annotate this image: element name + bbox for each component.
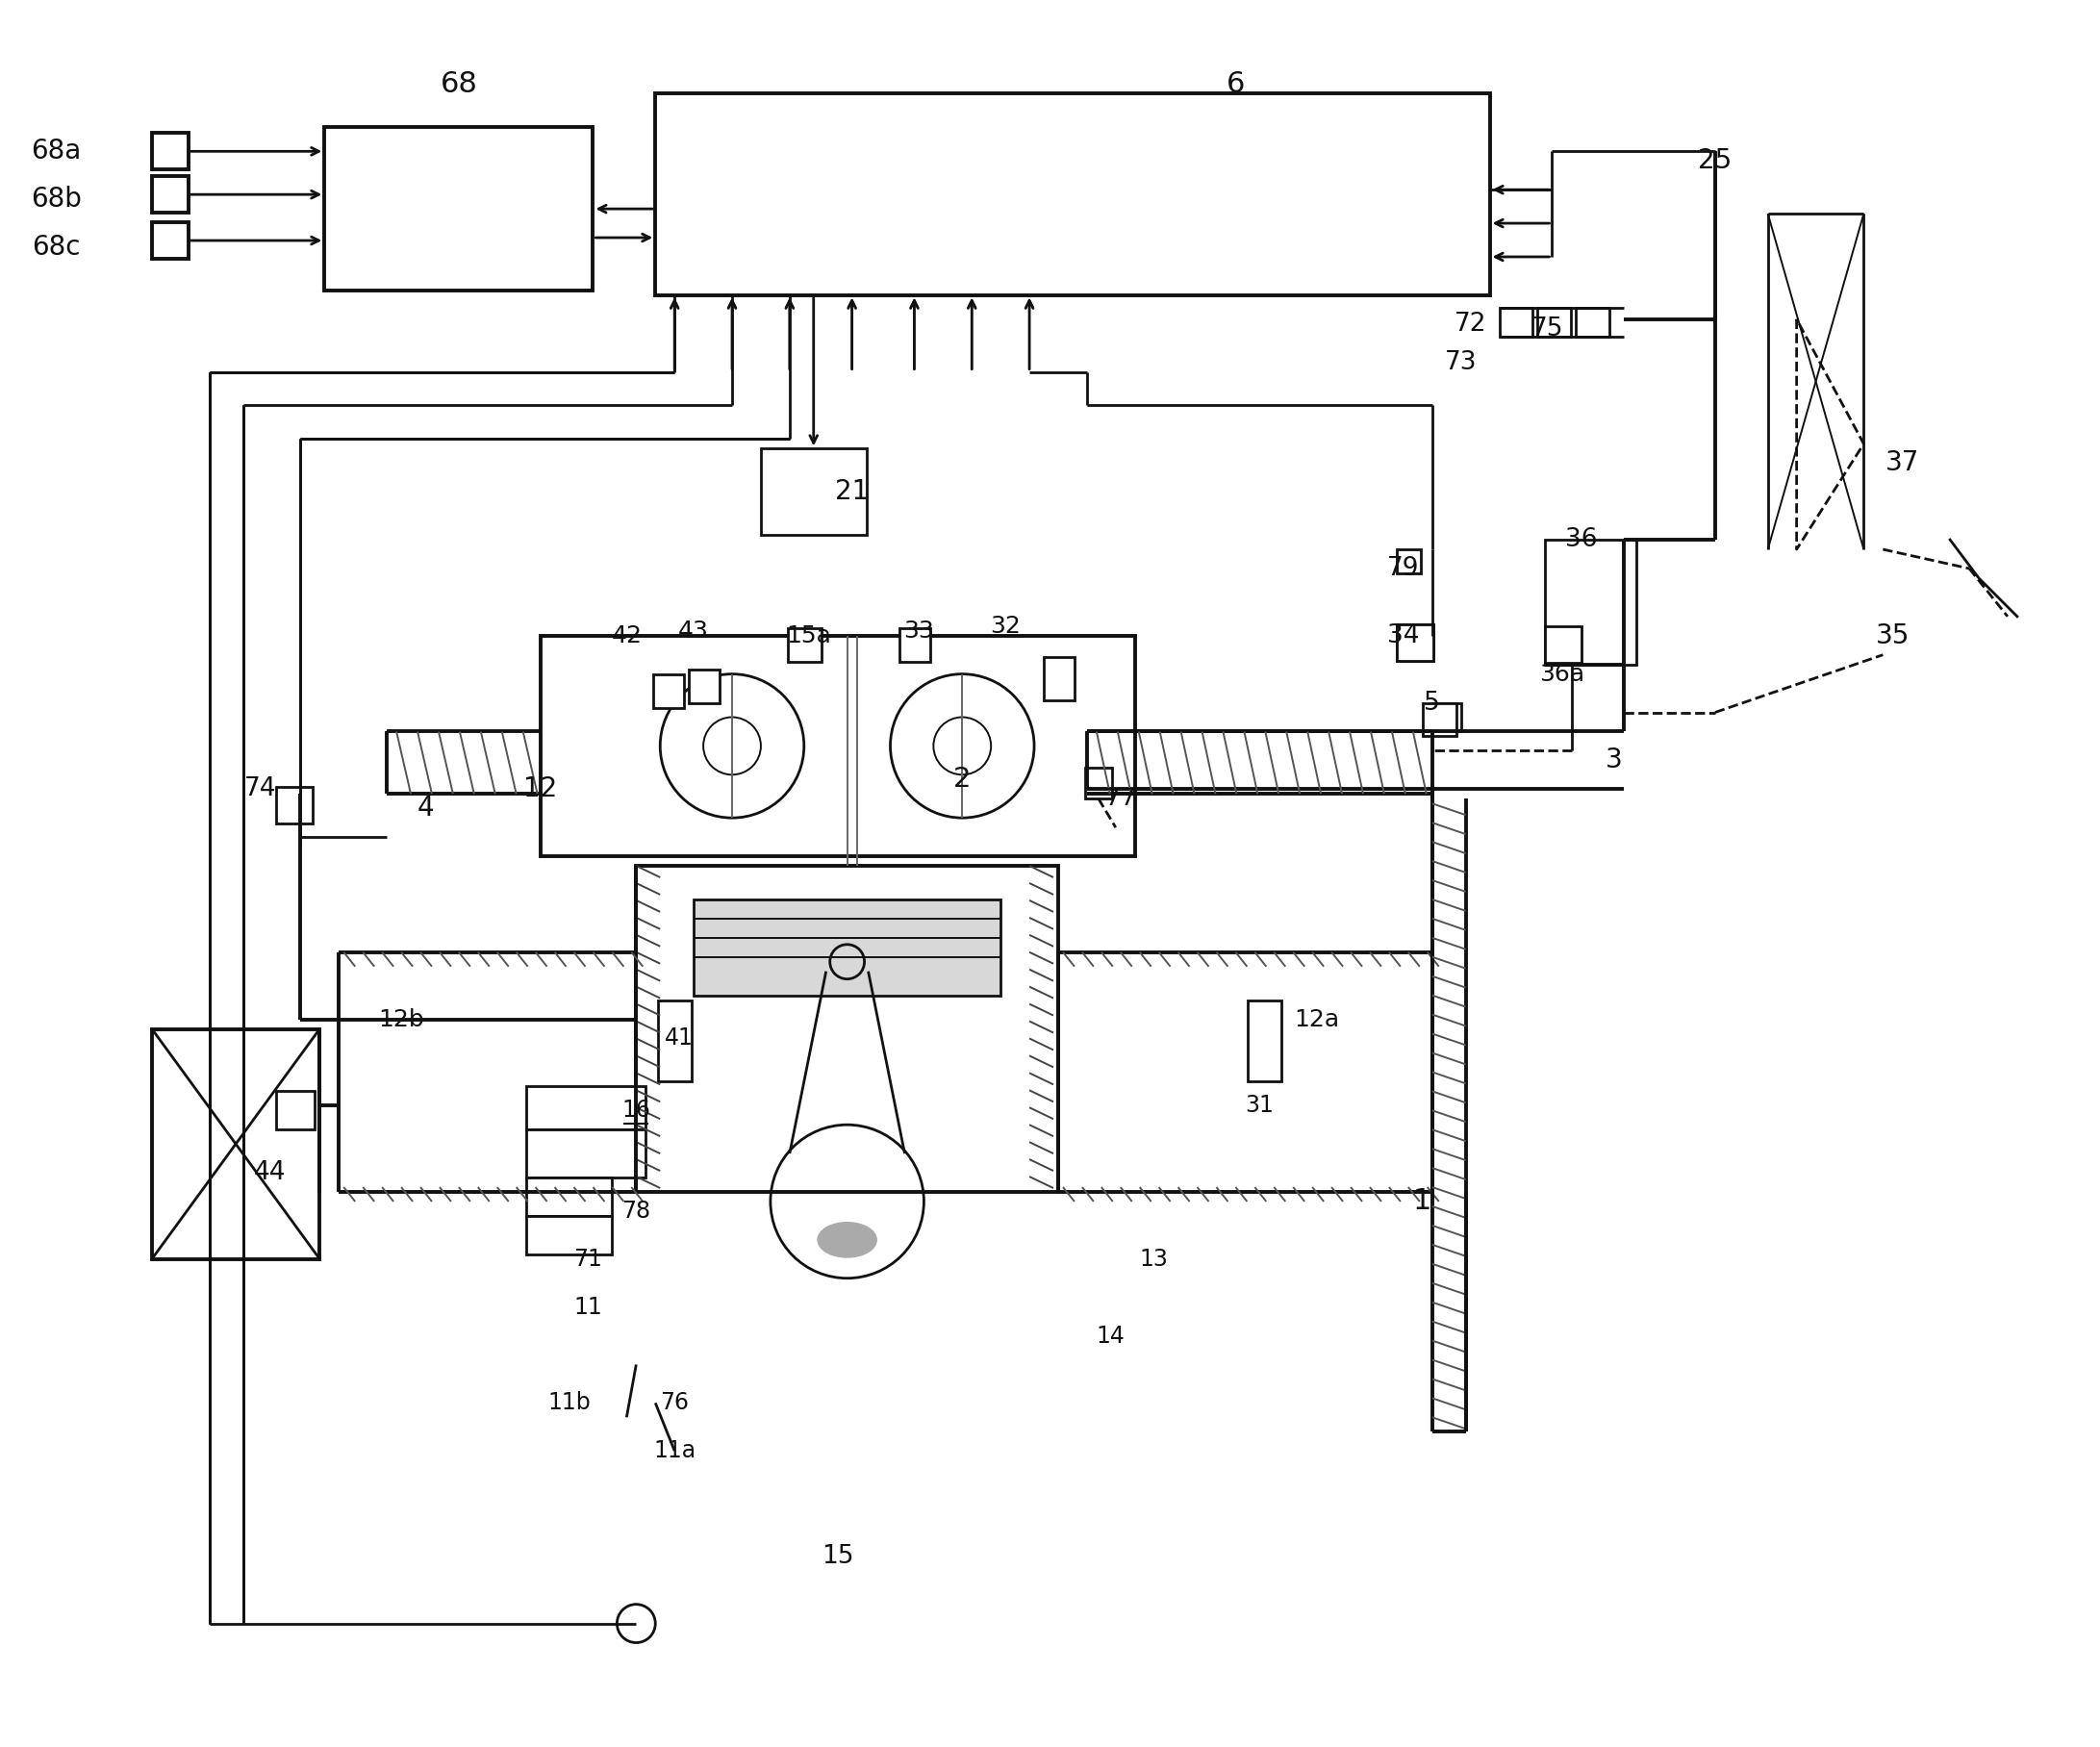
Bar [693, 900, 1000, 996]
Ellipse shape [701, 1436, 783, 1485]
Text: 33: 33 [903, 620, 934, 643]
Bar [657, 999, 691, 1081]
Bar [760, 449, 867, 535]
Text: 14: 14 [1096, 1324, 1126, 1347]
Text: 13: 13 [1140, 1247, 1168, 1270]
Text: 35: 35 [1875, 622, 1909, 650]
Bar [151, 1029, 319, 1260]
Bar [277, 788, 313, 823]
Text: 12: 12 [523, 776, 556, 802]
Text: 37: 37 [1886, 449, 1919, 477]
Text: 1: 1 [1413, 1188, 1432, 1216]
Bar [151, 222, 189, 259]
Bar [525, 1177, 613, 1216]
Bar [1546, 625, 1581, 662]
Text: 41: 41 [666, 1027, 693, 1050]
Text: 68a: 68a [32, 138, 82, 164]
Bar [1086, 769, 1111, 798]
Text: 79: 79 [1388, 556, 1420, 582]
Bar [788, 627, 821, 662]
Bar [901, 627, 930, 662]
Text: 74: 74 [244, 777, 277, 802]
Bar [1499, 307, 1533, 337]
Bar [151, 176, 189, 213]
Text: 21: 21 [836, 479, 869, 505]
Text: 5: 5 [1424, 690, 1441, 715]
Text: 15a: 15a [785, 624, 832, 646]
Ellipse shape [819, 1223, 876, 1256]
Bar [1397, 549, 1422, 573]
Bar [655, 94, 1489, 295]
Bar [653, 674, 685, 708]
Bar [1575, 307, 1609, 337]
Bar [689, 669, 720, 702]
Text: 78: 78 [622, 1200, 651, 1223]
Bar [1044, 657, 1075, 701]
Text: 73: 73 [1445, 349, 1476, 376]
Text: 76: 76 [659, 1391, 689, 1415]
Text: 36a: 36a [1539, 662, 1583, 685]
Text: 71: 71 [573, 1247, 603, 1270]
Text: 77: 77 [1105, 788, 1136, 811]
Text: 2: 2 [953, 765, 970, 793]
Text: 72: 72 [1455, 311, 1487, 337]
Text: 16: 16 [622, 1099, 651, 1122]
Text: 3: 3 [1607, 748, 1623, 774]
Text: 25: 25 [1699, 147, 1732, 175]
Text: 68b: 68b [32, 185, 82, 213]
Text: 6: 6 [1226, 70, 1245, 98]
Bar [1397, 624, 1432, 660]
Bar [1537, 307, 1571, 337]
Text: 34: 34 [1388, 624, 1420, 648]
Text: 31: 31 [1245, 1094, 1275, 1116]
Bar [1422, 702, 1455, 735]
Text: 11a: 11a [653, 1440, 695, 1462]
Text: 32: 32 [989, 615, 1021, 638]
Bar [525, 1087, 647, 1130]
Text: 36: 36 [1564, 528, 1596, 552]
Bar [636, 867, 1058, 1191]
Text: 12a: 12a [1294, 1008, 1340, 1031]
Text: 4: 4 [416, 795, 435, 821]
Text: 44: 44 [254, 1160, 286, 1184]
Bar [525, 1130, 647, 1177]
Bar [151, 133, 189, 169]
Bar [1432, 702, 1462, 732]
Bar [540, 636, 1134, 856]
Text: 12b: 12b [378, 1008, 424, 1031]
Text: 42: 42 [611, 624, 643, 646]
Bar [1397, 624, 1432, 660]
Text: 68c: 68c [32, 234, 80, 260]
Bar [326, 128, 592, 290]
Text: 75: 75 [1531, 316, 1562, 341]
Bar [1247, 999, 1281, 1081]
Text: 43: 43 [678, 620, 710, 643]
Text: 11: 11 [573, 1296, 603, 1319]
Text: 11b: 11b [548, 1391, 590, 1415]
Text: 68: 68 [441, 70, 477, 98]
Text: 15: 15 [821, 1544, 855, 1569]
Bar [1546, 540, 1636, 664]
Bar [277, 1092, 315, 1130]
Bar [525, 1216, 613, 1254]
